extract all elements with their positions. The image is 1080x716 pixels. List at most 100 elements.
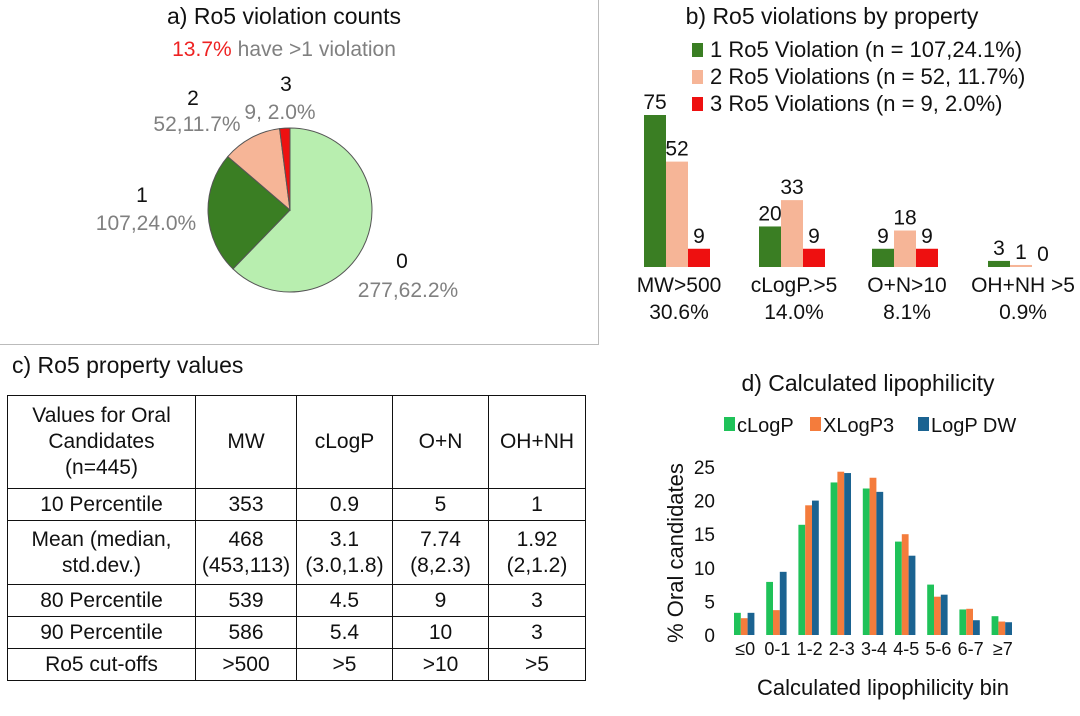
bar-b-value-2-3: 9: [808, 225, 820, 248]
table-row-label-line-1: Mean (median,: [31, 527, 172, 551]
bar-d-4-2: [837, 471, 845, 635]
pie-slice-label-0: 0: [396, 250, 408, 273]
table-cell-3-2: 4.5: [296, 584, 393, 617]
bar-b-value-2-2: 33: [780, 176, 803, 199]
bar-d-1-1: [734, 612, 741, 635]
bar-d-4-3: [844, 473, 851, 635]
bar-d-1-2: [740, 618, 748, 635]
table-cell-3-3: 9: [392, 584, 489, 617]
table-cell-1-4: 1: [488, 488, 586, 521]
table-row-label: 80 Percentile: [7, 584, 196, 617]
table-cell-2-1: 468 (453,113): [195, 520, 297, 585]
table-header-3-line-1: O+N: [418, 430, 463, 453]
table-row: 80 Percentile 539 4.5 9 3: [7, 584, 586, 617]
legend-b-label-1: 1 Ro5 Violation (n = 107,24.1%): [710, 37, 1022, 62]
table-cell-2-3-line-2: (8,2.3): [410, 553, 471, 577]
bar-b-value-1-2: 52: [665, 138, 688, 161]
table-cell-3-1: 539: [195, 584, 297, 617]
table-cell-5-2: >5: [296, 648, 393, 681]
bar-b-value-4-1: 3: [993, 237, 1005, 260]
table-row: Mean (median, std.dev.) 468 (453,113) 3.1 (3.…: [7, 520, 586, 585]
category-b-1: MW>500: [637, 274, 722, 297]
table-cell-4-2: 5.4: [296, 616, 393, 649]
panel-d-title: d) Calculated lipophilicity: [741, 370, 995, 396]
bar-d-7-1: [927, 584, 934, 635]
table-cell-5-1: >500: [195, 648, 297, 681]
bar-b-3-3: [916, 248, 938, 267]
panel-c-title: c) Ro5 property values: [12, 352, 244, 378]
table-row-label: 90 Percentile: [7, 616, 196, 649]
table-cell-2-4-line-2: (2,1.2): [506, 553, 568, 577]
panel-a-subtitle: 13.7% have >1 violation: [172, 38, 396, 61]
table-cell-1-2: 0.9: [296, 488, 393, 521]
table-header-label: Values for Oral Candidates (n=445): [7, 395, 196, 489]
table-cell-2-2: 3.1 (3.0,1.8): [296, 520, 393, 585]
bar-b-3-1: [872, 248, 894, 267]
x-tick-d-5: 3-4: [861, 639, 887, 659]
bar-b-4-2: [1010, 264, 1032, 267]
table-row-label-line-2: std.dev.): [62, 553, 141, 577]
table-cell-2-2-line-1: 3.1: [329, 527, 360, 551]
table-cell-1-1-line-1: 353: [228, 492, 264, 516]
table-header-row: Values for Oral Candidates (n=445) MW cLogP O…: [7, 395, 586, 489]
x-axis-label-d: Calculated lipophilicity bin: [757, 675, 1009, 700]
category-b-pct-3: 8.1%: [883, 301, 931, 324]
bar-d-7-3: [940, 594, 948, 635]
table-cell-4-1-line-1: 586: [228, 620, 264, 644]
panel-b-bar-chart: b) Ro5 violations by property 1 Ro5 Viol…: [637, 3, 1075, 324]
panel-b-title: b) Ro5 violations by property: [686, 3, 979, 29]
table-cell-2-4-line-1: 1.92: [516, 527, 558, 551]
table-cell-4-1: 586: [195, 616, 297, 649]
bar-b-value-3-2: 18: [893, 207, 916, 230]
bar-b-value-1-3: 9: [693, 225, 705, 248]
bar-d-5-3: [876, 491, 884, 635]
table-cell-4-3: 10: [392, 616, 489, 649]
pie-slice-value-3: 9, 2.0%: [244, 101, 315, 124]
bar-b-value-4-2: 1: [1015, 241, 1027, 264]
bar-d-9-2: [998, 621, 1006, 635]
table-cell-5-4: >5: [488, 648, 586, 681]
table-cell-3-2-line-1: 4.5: [329, 588, 360, 612]
x-tick-d-8: 6-7: [958, 639, 984, 659]
table-header-label-line-2: Candidates: [48, 430, 155, 453]
bar-d-5-2: [869, 477, 877, 635]
legend-b-swatch-2: [692, 70, 703, 84]
table-cell-2-1-line-2: (453,113): [201, 553, 291, 577]
panel-divider-horizontal: [0, 344, 599, 345]
y-tick-d-2: 5: [704, 592, 715, 613]
bar-d-4-1: [830, 482, 838, 635]
legend-d-swatch-3: [918, 417, 929, 431]
category-b-pct-1: 30.6%: [649, 301, 709, 324]
bar-d-6-1: [895, 541, 902, 635]
bar-d-8-2: [966, 608, 973, 635]
bar-d-1-3: [747, 612, 755, 635]
table-header-3: O+N: [392, 395, 489, 489]
table-cell-1-2-line-1: 0.9: [329, 492, 360, 516]
table-row: 10 Percentile 353 0.9 5 1: [7, 488, 586, 521]
table-row-label-line-1: Ro5 cut-offs: [45, 652, 158, 676]
pie-slice-label-3: 3: [280, 73, 292, 96]
table-cell-2-1-line-1: 468: [228, 527, 264, 551]
bar-d-8-3: [973, 620, 980, 635]
bar-d-5-1: [862, 488, 870, 635]
bar-b-value-2-1: 20: [758, 202, 781, 225]
table-cell-4-4-line-1: 3: [531, 620, 543, 644]
table-cell-1-1: 353: [195, 488, 297, 521]
legend-d-swatch-2: [810, 417, 821, 431]
table-header-1: MW: [195, 395, 297, 489]
bar-b-1-1: [644, 115, 666, 267]
table-row: 90 Percentile 586 5.4 10 3: [7, 616, 586, 649]
panel-a-subtitle-highlight: 13.7%: [172, 38, 232, 61]
category-b-2: cLogP.>5: [751, 274, 838, 297]
table-cell-3-4-line-1: 3: [531, 588, 543, 612]
table-cell-5-1-line-1: >500: [222, 652, 270, 676]
bar-d-8-1: [959, 609, 967, 635]
bar-d-6-3: [908, 555, 916, 635]
table-row: Ro5 cut-offs >500 >5 >10 >5: [7, 648, 586, 681]
bar-b-2-3: [803, 248, 825, 267]
pie-slice-0: [232, 127, 373, 293]
bar-b-2-2: [781, 200, 803, 267]
bar-b-value-3-1: 9: [877, 225, 889, 248]
table-header-2-line-1: cLogP: [314, 430, 375, 453]
table-cell-1-3-line-1: 5: [434, 492, 447, 516]
